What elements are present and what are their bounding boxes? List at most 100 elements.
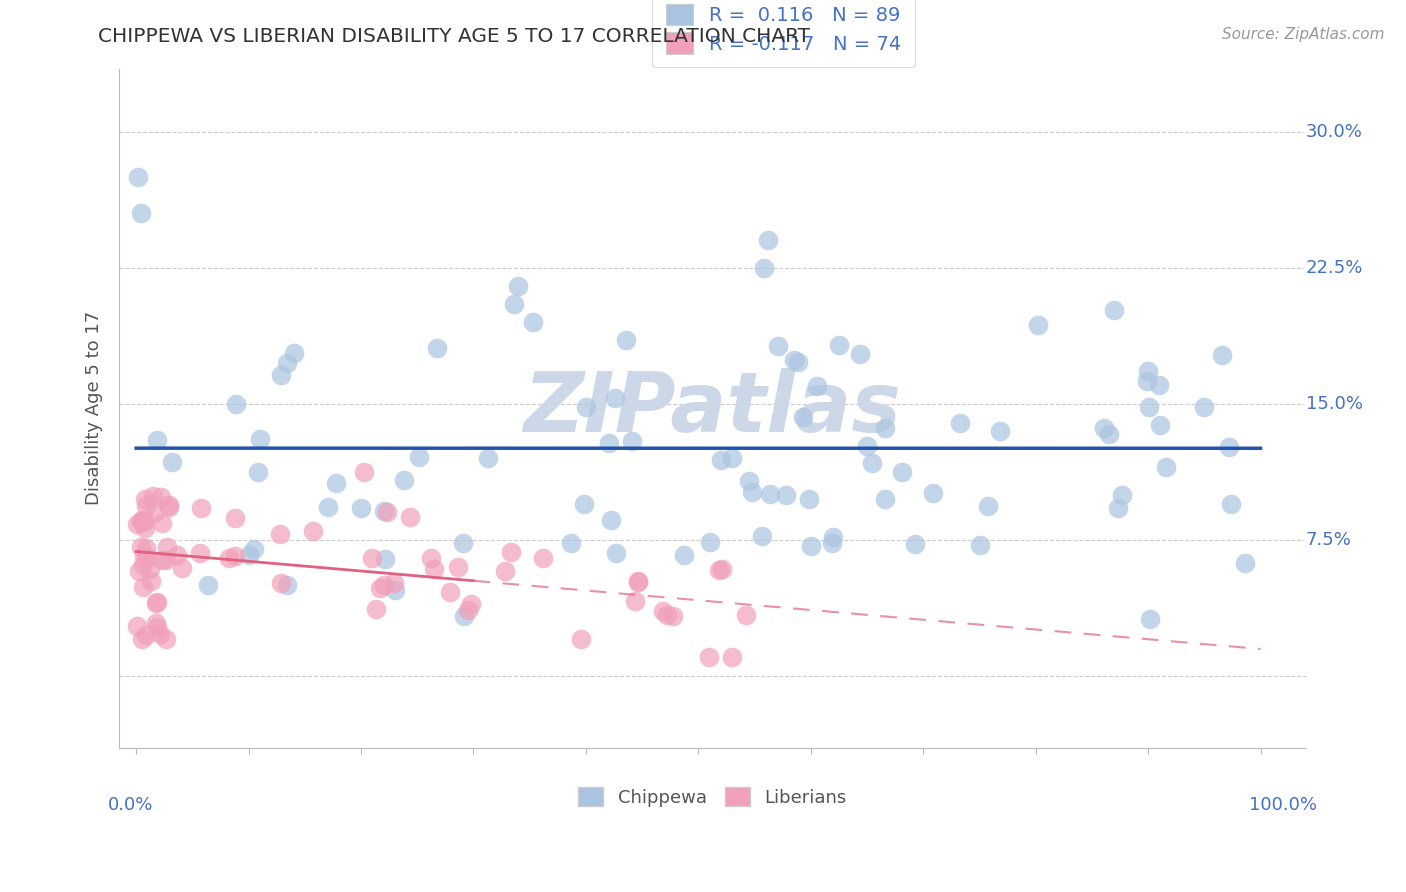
Point (145, 596, 167, 610)
Point (134, 514, 156, 528)
Point (146, 620, 169, 634)
Point (225, 397, 247, 411)
Point (224, 511, 246, 525)
Point (135, 628, 157, 642)
Point (399, 510, 422, 524)
Point (132, 549, 155, 563)
Point (197, 578, 219, 592)
Point (131, 513, 153, 527)
Point (875, 420, 897, 434)
Point (150, 490, 173, 504)
Point (325, 476, 347, 491)
Point (655, 608, 678, 623)
Point (1139, 612, 1161, 626)
Point (270, 575, 292, 590)
Point (1211, 348, 1233, 362)
Point (506, 279, 529, 293)
Point (373, 578, 395, 592)
Point (499, 544, 522, 558)
Text: Source: ZipAtlas.com: Source: ZipAtlas.com (1222, 27, 1385, 42)
Point (188, 546, 211, 560)
Point (1194, 400, 1216, 414)
Point (269, 526, 291, 541)
Point (783, 353, 806, 368)
Point (155, 553, 177, 567)
Point (423, 562, 446, 576)
Point (1098, 426, 1121, 441)
Point (756, 233, 779, 247)
Point (364, 601, 387, 615)
Point (621, 434, 644, 449)
Point (218, 550, 240, 565)
Point (721, 451, 744, 466)
Point (823, 530, 845, 544)
Point (710, 452, 733, 467)
Point (132, 558, 155, 572)
Point (132, 580, 155, 594)
Point (131, 515, 153, 529)
Point (375, 505, 398, 519)
Point (127, 170, 149, 185)
Point (146, 433, 169, 447)
Point (1218, 440, 1240, 454)
Point (246, 465, 269, 479)
Point (1111, 488, 1133, 502)
Text: 100.0%: 100.0% (1250, 796, 1317, 814)
Point (129, 206, 152, 220)
Point (697, 650, 720, 665)
Point (1147, 378, 1170, 392)
Point (457, 603, 479, 617)
Text: ZIPatlas: ZIPatlas (523, 368, 901, 449)
Point (238, 548, 260, 562)
Point (787, 355, 810, 369)
Point (1026, 318, 1049, 332)
Point (603, 391, 626, 405)
Point (734, 607, 756, 622)
Point (503, 297, 526, 311)
Point (797, 491, 820, 506)
Point (224, 549, 246, 563)
Point (560, 536, 582, 550)
Text: 30.0%: 30.0% (1306, 123, 1362, 141)
Point (166, 548, 188, 562)
Point (392, 474, 415, 488)
Point (922, 485, 945, 500)
Point (149, 627, 172, 641)
Point (453, 608, 475, 623)
Point (1137, 400, 1160, 414)
Point (170, 561, 193, 575)
Point (447, 560, 470, 574)
Point (373, 504, 395, 518)
Point (1149, 417, 1171, 432)
Point (661, 608, 683, 623)
Point (575, 400, 598, 414)
Point (152, 553, 174, 567)
Point (856, 439, 879, 453)
Point (125, 516, 148, 531)
Y-axis label: Disability Age 5 to 17: Disability Age 5 to 17 (86, 311, 103, 506)
Text: 15.0%: 15.0% (1306, 395, 1362, 413)
Point (1136, 374, 1159, 388)
Point (128, 564, 150, 578)
Point (276, 577, 298, 591)
Point (249, 432, 271, 446)
Point (860, 456, 883, 470)
Text: 0.0%: 0.0% (107, 796, 153, 814)
Point (890, 465, 912, 479)
Point (160, 455, 183, 469)
Point (569, 632, 592, 646)
Point (382, 576, 405, 591)
Point (155, 632, 177, 646)
Point (135, 541, 157, 555)
Point (988, 424, 1011, 438)
Point (1233, 557, 1256, 571)
Point (142, 506, 165, 520)
Point (374, 552, 396, 566)
Point (969, 538, 991, 552)
Point (768, 339, 790, 353)
Point (614, 334, 637, 348)
Point (129, 540, 152, 554)
Point (453, 536, 475, 550)
Point (139, 562, 162, 576)
Point (1104, 303, 1126, 318)
